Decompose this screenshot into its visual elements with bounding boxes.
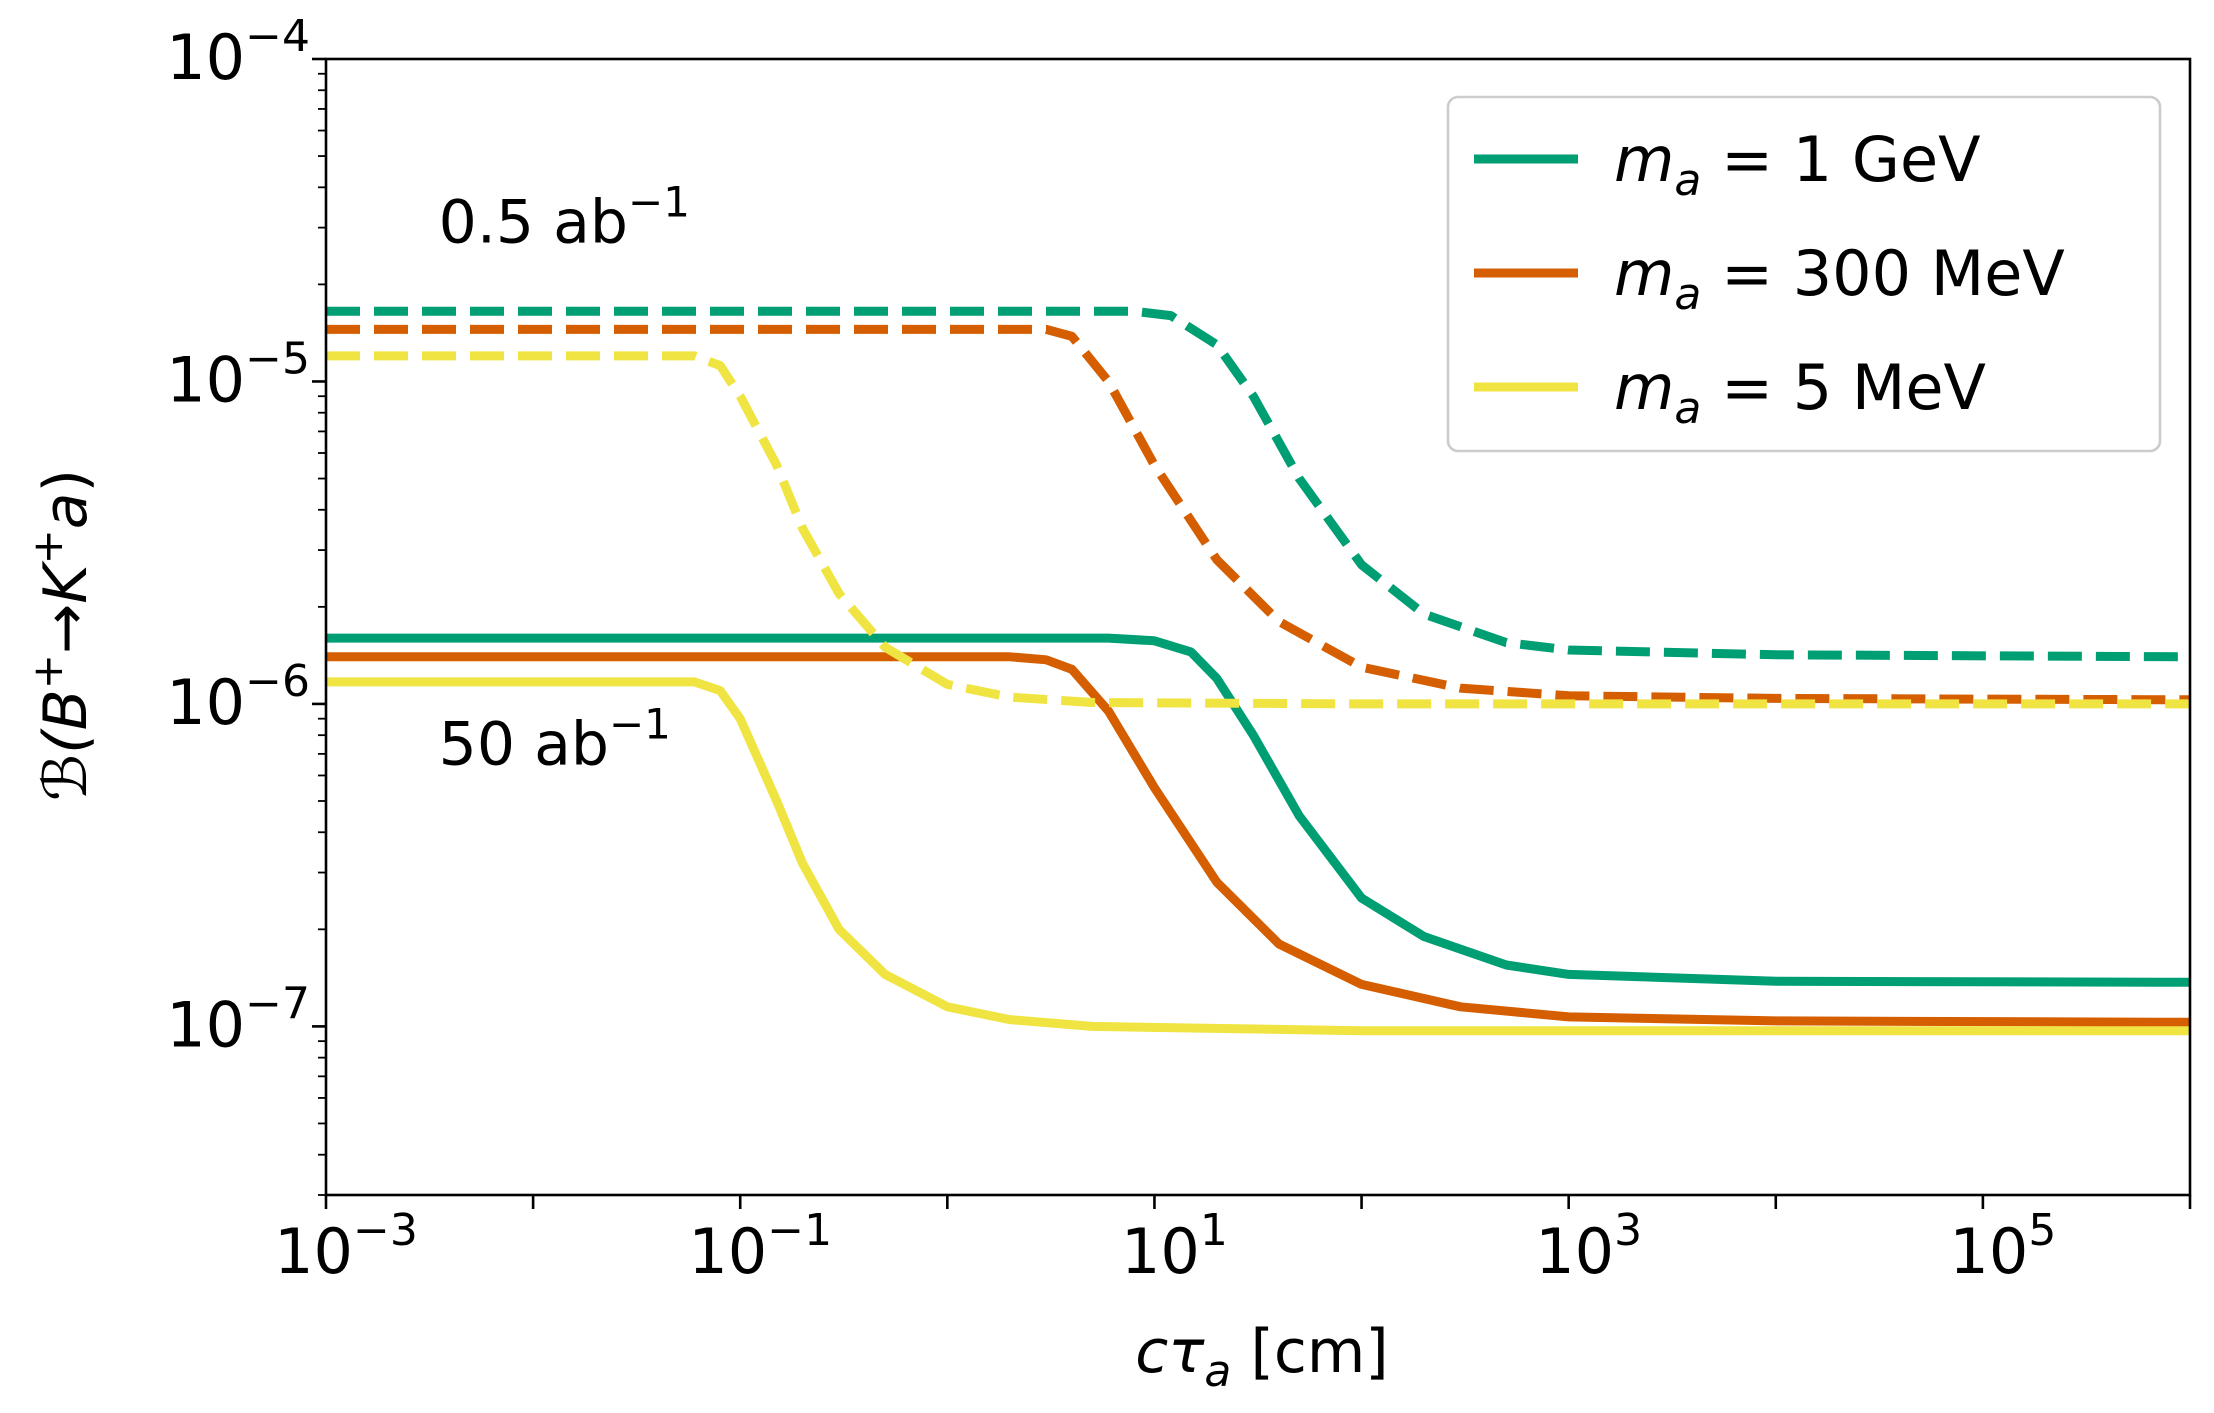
y-axis-title-arrow: → [31, 604, 101, 654]
y-axis-title-sup2: + [23, 529, 72, 564]
x-axis-title-unit: [cm] [1231, 1317, 1388, 1387]
legend: ma = 1 GeV ma = 300 MeV ma = 5 MeV [1446, 95, 2162, 453]
series-ma-300mev-50 [326, 652, 2191, 1027]
x-tick-label: 105 [1949, 1205, 2056, 1288]
series-layer [326, 306, 2191, 1036]
series-ma-1gev-50 [326, 633, 2191, 987]
y-tick-label: 10−4 [166, 11, 310, 94]
y-tick-label: 10−5 [166, 333, 310, 416]
series-ma-300mev-05 [326, 324, 2191, 705]
annotation-lumi-low: 0.5 ab−1 [439, 177, 690, 257]
x-axis-title-sub: a [1204, 1346, 1231, 1397]
tick-labels: 10−3 10−1 101 103 105 10−7 10−6 10−5 10−4 [166, 11, 2056, 1288]
y-axis-title-sup1: + [23, 654, 72, 689]
x-tick-label: 10−1 [688, 1205, 832, 1288]
minor-ticks [318, 72, 326, 1196]
x-axis-title-base: cτ [1135, 1317, 1205, 1387]
y-axis-title: ℬ(B+→K+a) [23, 469, 101, 801]
annotations: 0.5 ab−1 50 ab−1 [439, 177, 690, 779]
y-axis-title-k: K [31, 560, 101, 604]
x-tick-label: 101 [1121, 1205, 1228, 1288]
series-ma-5mev-05 [326, 351, 2190, 709]
legend-box [1446, 95, 2162, 453]
series-ma-1gev-05 [326, 306, 2191, 662]
x-tick-label: 10−3 [274, 1205, 418, 1288]
y-axis-title-a: a [31, 492, 101, 529]
x-axis-title: cτa [cm] [1135, 1317, 1388, 1397]
legend-label: ma = 5 MeV [1614, 351, 1986, 434]
series-ma-5mev-50 [326, 677, 2190, 1036]
x-tick-label: 103 [1535, 1205, 1642, 1288]
annotation-lumi-high: 50 ab−1 [439, 699, 671, 779]
legend-label: ma = 300 MeV [1614, 237, 2065, 320]
y-axis-title-pre: ℬ(B [31, 689, 101, 801]
y-tick-label: 10−7 [166, 978, 310, 1061]
plot-frame [324, 57, 2192, 1197]
y-axis-title-post: ) [31, 469, 101, 492]
major-ticks [312, 57, 2192, 1209]
legend-label: ma = 1 GeV [1614, 123, 1981, 206]
y-tick-label: 10−6 [166, 656, 310, 739]
